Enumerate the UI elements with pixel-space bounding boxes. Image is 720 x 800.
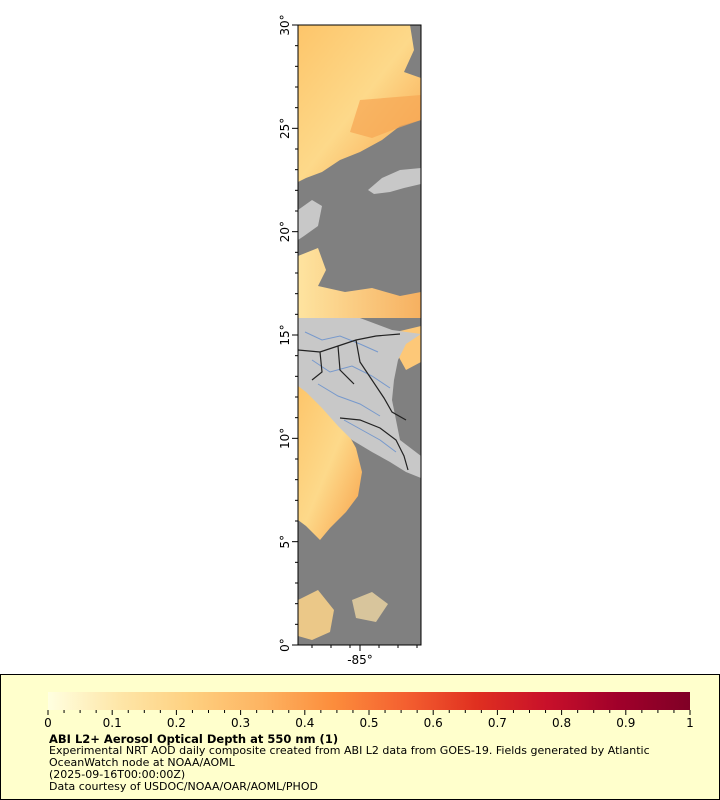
colorbar-tick-label: 0 [44, 716, 52, 730]
colorbar-tick-label: 0.6 [424, 716, 443, 730]
lat-tick-label: 30° [278, 14, 292, 35]
land-yucatan [298, 200, 322, 240]
lat-tick-label: 10° [278, 428, 292, 449]
colorbar-tick-label: 0.8 [552, 716, 571, 730]
lat-tick-label: 0° [278, 638, 292, 652]
legend-panel: 0 0.1 0.2 0.3 0.4 0.5 0.6 0.7 0.8 0.9 1 ABI L2+ Ae… [0, 674, 720, 800]
lat-tick-label: 5° [278, 535, 292, 549]
lat-tick-label: 25° [278, 118, 292, 139]
land-cuba [368, 168, 421, 194]
colorbar-tick-label: 0.9 [616, 716, 635, 730]
colorbar-ticks: 0 0.1 0.2 0.3 0.4 0.5 0.6 0.7 0.8 0.9 1 [44, 710, 694, 730]
legend-title: ABI L2+ Aerosol Optical Depth at 550 nm … [49, 732, 339, 746]
aod-northern-edge [350, 95, 421, 138]
aod-south-speckle [352, 592, 388, 622]
lat-tick-label: 15° [278, 324, 292, 345]
colorbar-tick-label: 0.5 [359, 716, 378, 730]
colorbar-tick-label: 1 [686, 716, 694, 730]
aod-band-16N [298, 248, 421, 318]
latitude-axis: 0° 5° 10° 15° 20° 25° 30° [278, 14, 298, 652]
lon-tick-label: -85° [347, 653, 373, 667]
map-area: 0° 5° 10° 15° 20° 25° 30° -85° [278, 14, 422, 667]
aod-pacific-plume [298, 386, 362, 540]
map-svg: 0° 5° 10° 15° 20° 25° 30° -85° [278, 14, 422, 667]
colorbar-tick-label: 0.7 [488, 716, 507, 730]
lat-tick-label: 20° [278, 221, 292, 242]
colorbar: 0 0.1 0.2 0.3 0.4 0.5 0.6 0.7 0.8 0.9 1 [44, 692, 694, 730]
colorbar-tick-label: 0.1 [103, 716, 122, 730]
colorbar-tick-label: 0.4 [295, 716, 314, 730]
colorbar-gradient [48, 692, 690, 710]
land-central-america [298, 318, 421, 478]
country-border [298, 333, 409, 471]
river-line [304, 331, 397, 453]
longitude-axis: -85° [311, 645, 418, 667]
aod-south-patch [298, 590, 334, 640]
colorbar-tick-label: 0.2 [167, 716, 186, 730]
colorbar-tick-label: 0.3 [231, 716, 250, 730]
legend-credit: Data courtesy of USDOC/NOAA/OAR/AOML/PHO… [49, 780, 318, 793]
legend-timestamp: (2025-09-16T00:00:00Z) [49, 768, 186, 781]
legend-description: Experimental NRT AOD daily composite cre… [49, 744, 650, 769]
